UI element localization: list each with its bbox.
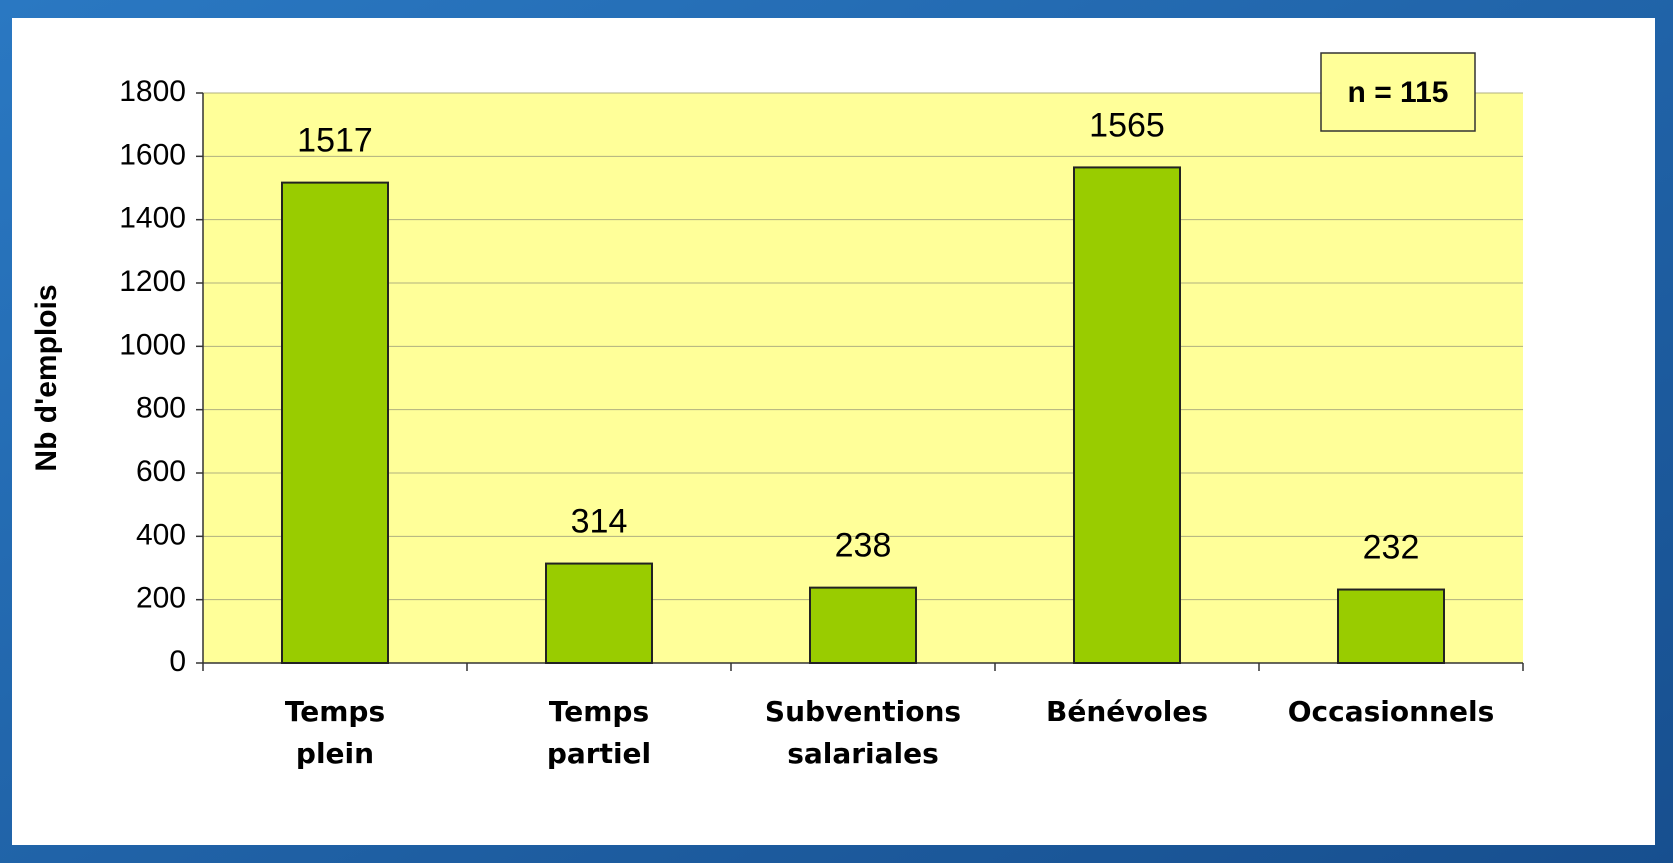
x-tick-label-line: plein — [296, 737, 374, 770]
bar — [1073, 166, 1181, 665]
x-tick-label: Subventions salariales — [765, 695, 961, 770]
data-label: 314 — [571, 503, 628, 541]
y-axis-title: Nb d'emplois — [30, 284, 63, 471]
y-tick-label: 800 — [136, 392, 186, 425]
x-tick-label-line: Occasionnels — [1288, 695, 1495, 728]
annotation: n = 115 — [1348, 76, 1449, 109]
data-label: 238 — [835, 527, 892, 565]
bar — [809, 586, 917, 665]
x-tick-label-line: partiel — [547, 737, 651, 770]
y-tick-label: 1400 — [119, 202, 186, 235]
y-tick-label: 1200 — [119, 265, 186, 298]
bar — [545, 562, 653, 664]
annotation-box — [1320, 52, 1476, 132]
x-tick-label-line: salariales — [787, 737, 939, 770]
y-tick-label: 1600 — [119, 138, 186, 171]
x-tick-label-line: Subventions — [765, 695, 961, 728]
y-tick-label: 0 — [169, 645, 186, 678]
x-tick-label: Temps partiel — [547, 695, 651, 770]
y-tick-label: 400 — [136, 518, 186, 551]
data-label: 1517 — [297, 122, 373, 160]
data-label: 232 — [1363, 529, 1420, 567]
bar — [1337, 588, 1445, 664]
y-tick-label: 600 — [136, 455, 186, 488]
x-tick-label-line: Temps — [285, 695, 385, 728]
x-tick-label: Bénévoles — [1046, 695, 1208, 728]
y-tick-label: 1800 — [119, 75, 186, 108]
x-tick-label: Occasionnels — [1288, 695, 1495, 728]
data-label: 1565 — [1089, 106, 1165, 144]
marks: 0 200 400 600 800 1000 1200 1400 1600 1800 Temps pl… — [119, 75, 1524, 770]
plot-area — [203, 93, 1523, 663]
bar — [281, 181, 389, 664]
y-tick-label: 1000 — [119, 328, 186, 361]
x-tick-label: Temps plein — [285, 695, 385, 770]
y-tick-label: 200 — [136, 582, 186, 615]
x-tick-label-line: Temps — [549, 695, 649, 728]
x-tick-label-line: Bénévoles — [1046, 695, 1208, 728]
